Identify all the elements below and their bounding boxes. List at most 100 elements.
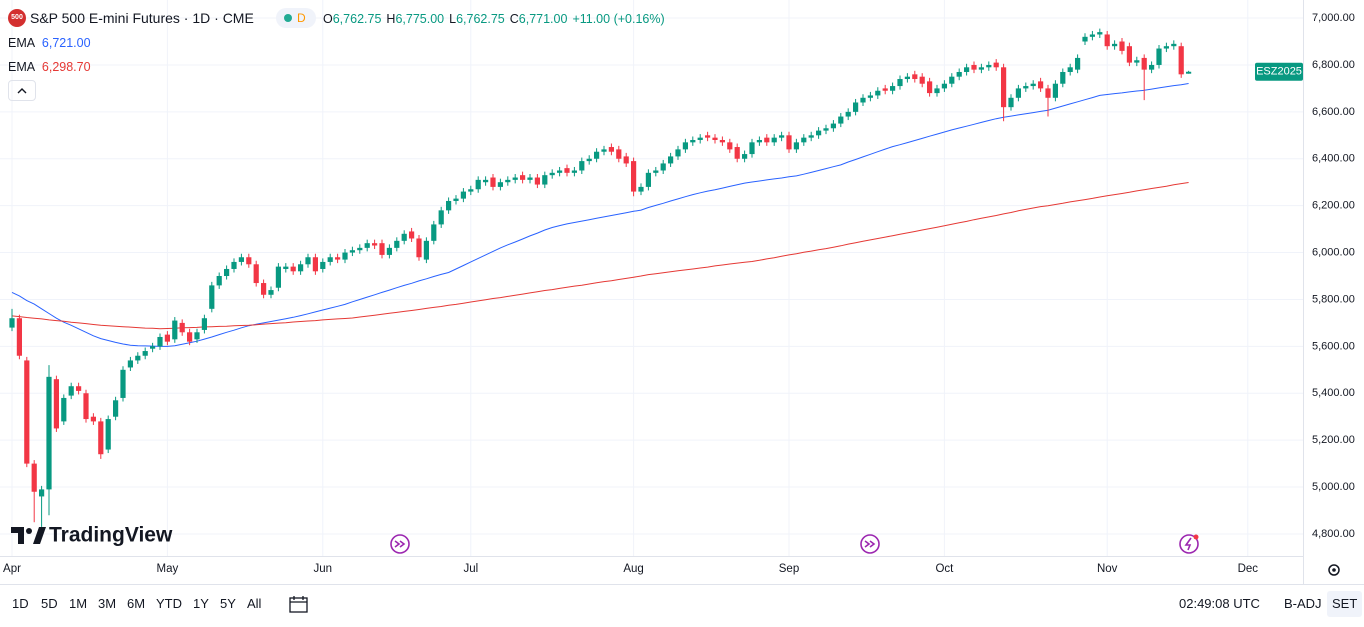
candle-body: [690, 139, 696, 143]
candle-body: [364, 243, 370, 248]
candle-body: [16, 318, 22, 356]
market-dot: [284, 14, 292, 22]
range-button[interactable]: 5Y: [220, 596, 236, 611]
candle-body: [53, 379, 59, 429]
ohlc-label: C: [509, 12, 519, 26]
candle-body: [9, 318, 15, 328]
y-tick-label: 5,200.00: [1312, 434, 1355, 446]
candle-body: [638, 186, 644, 192]
adjust-button[interactable]: B-ADJ: [1284, 596, 1322, 611]
candle-body: [1149, 64, 1155, 70]
candle-body: [838, 116, 844, 124]
candle-body: [76, 386, 82, 391]
candle-body: [520, 175, 526, 180]
candle-body: [261, 283, 267, 295]
logo-text: TradingView: [49, 524, 173, 547]
candle-body: [187, 332, 193, 342]
indicator-value: 6,298.70: [41, 60, 91, 74]
candle-body: [379, 243, 385, 255]
candle-body: [934, 88, 940, 94]
candle-body: [431, 224, 437, 241]
candle-body: [475, 179, 481, 190]
candle-body: [1015, 88, 1021, 98]
calendar-icon: [289, 596, 308, 613]
ohlc-label: L: [449, 12, 457, 26]
logo: TradingView: [11, 524, 173, 547]
range-button[interactable]: All: [247, 596, 262, 611]
clock[interactable]: 02:49:08 UTC: [1179, 596, 1260, 611]
candle-body: [534, 177, 540, 185]
candle-body: [875, 90, 881, 96]
indicator-legend[interactable]: EMA 6,298.70: [8, 59, 91, 75]
candle-body: [986, 64, 992, 68]
candle-body: [490, 177, 496, 187]
x-tick-label: Dec: [1238, 563, 1259, 575]
settings-icon[interactable]: [1328, 564, 1340, 576]
candle-body: [150, 346, 156, 349]
candle-body: [808, 135, 814, 138]
candle-body: [756, 139, 762, 143]
candle-body: [135, 355, 141, 361]
candle-body: [1112, 43, 1118, 47]
range-button[interactable]: 3M: [98, 596, 117, 611]
candle-body: [897, 79, 903, 87]
candle-body: [971, 64, 977, 70]
candle-body: [164, 334, 170, 342]
y-tick-label: 6,200.00: [1312, 200, 1355, 212]
candle-body: [216, 276, 222, 286]
candle-body: [320, 261, 326, 269]
candle-body: [157, 336, 163, 347]
candle-body: [1060, 71, 1066, 84]
candle-body: [416, 238, 422, 258]
range-button[interactable]: 5D: [41, 596, 58, 611]
x-tick-label: Nov: [1097, 563, 1118, 575]
candle-body: [298, 264, 304, 272]
candle-body: [423, 240, 429, 260]
candle-body: [68, 386, 74, 396]
symbol-title[interactable]: S&P 500 E-mini Futures · 1D · CME: [30, 10, 254, 26]
candle-body: [941, 83, 947, 89]
range-button[interactable]: 1D: [12, 596, 29, 611]
x-tick-label: Aug: [623, 563, 643, 575]
candle-body: [231, 261, 237, 269]
candle-body: [201, 318, 207, 330]
plot: [9, 28, 1192, 527]
range-button[interactable]: 1M: [69, 596, 88, 611]
indicator-legend[interactable]: EMA 6,721.00: [8, 35, 91, 51]
collapse-button[interactable]: [8, 80, 36, 101]
event-icon[interactable]: [390, 534, 410, 554]
candle-body: [964, 67, 970, 72]
x-tick-label: Apr: [3, 563, 21, 575]
candle-body: [483, 179, 489, 183]
indicator-name: EMA: [8, 36, 35, 50]
candle-body: [1052, 83, 1058, 98]
candle-body: [853, 102, 859, 112]
range-button[interactable]: YTD: [156, 596, 182, 611]
y-tick-label: 4,800.00: [1312, 528, 1355, 540]
event-icon[interactable]: [860, 534, 880, 554]
range-button[interactable]: 6M: [127, 596, 146, 611]
candle-body: [993, 62, 999, 68]
candle-body: [675, 149, 681, 157]
candle-body: [1038, 81, 1044, 89]
candle-body: [120, 369, 126, 398]
candle-body: [594, 151, 600, 159]
candle-body: [1171, 43, 1177, 47]
range-button[interactable]: 1Y: [193, 596, 209, 611]
candle-body: [61, 397, 67, 422]
session-button[interactable]: SET: [1327, 591, 1363, 617]
y-tick-label: 6,400.00: [1312, 153, 1355, 165]
candle-body: [719, 139, 725, 143]
candle-body: [179, 322, 185, 333]
event-icon[interactable]: [1179, 534, 1199, 554]
candle-body: [401, 233, 407, 241]
candle-body: [1104, 34, 1110, 47]
date-range-button[interactable]: [288, 594, 310, 619]
status-pill[interactable]: D: [276, 8, 316, 28]
candle-body: [1082, 36, 1088, 42]
status-letter: D: [297, 11, 306, 25]
candle-body: [549, 172, 555, 176]
candle-body: [764, 137, 770, 143]
y-tick-label: 7,000.00: [1312, 12, 1355, 24]
ohlc-value: 6,762.75: [332, 12, 382, 26]
